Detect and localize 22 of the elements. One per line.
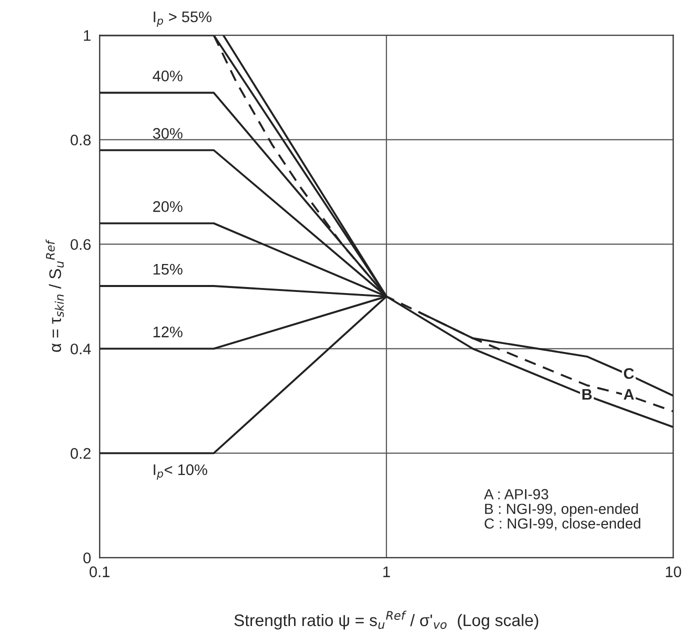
y-tick-label: 0.4 bbox=[70, 344, 91, 354]
x-axis-title: Strength ratio ψ = s$_{u}$$^{Ref}$ / σ'$_{vo}$ (Log scale) bbox=[234, 610, 538, 630]
series-label: B bbox=[582, 389, 592, 400]
y-tick-label: 0.2 bbox=[70, 448, 91, 459]
y-tick-label: 0 bbox=[83, 552, 91, 564]
series-label: 40% bbox=[152, 70, 182, 82]
series-label: A bbox=[624, 389, 634, 400]
series-label: C bbox=[624, 368, 634, 379]
series-label: 15% bbox=[154, 264, 182, 275]
y-tick-label: 1 bbox=[84, 30, 91, 41]
series-label: I$_{p}$< 10% bbox=[154, 464, 208, 480]
series-label: 20% bbox=[153, 201, 182, 212]
y-tick-label: 0.6 bbox=[70, 239, 91, 250]
x-tick-label: 0.1 bbox=[90, 566, 110, 578]
y-tick-label: 0.8 bbox=[70, 134, 91, 146]
x-tick-label: 1 bbox=[383, 566, 390, 578]
y-axis-title: α = τ$_{skin}$ / S$_{u}$$^{Ref}$ bbox=[46, 239, 64, 352]
annotation: A : API-93 B : NGI-99, open-ended C : NGI-99, close-ended bbox=[484, 489, 640, 530]
x-tick-label: 10 bbox=[666, 566, 682, 578]
series-label: 30% bbox=[152, 128, 182, 139]
series-label: I$_{p}$ > 55% bbox=[154, 11, 212, 27]
series-label: 12% bbox=[154, 326, 182, 338]
